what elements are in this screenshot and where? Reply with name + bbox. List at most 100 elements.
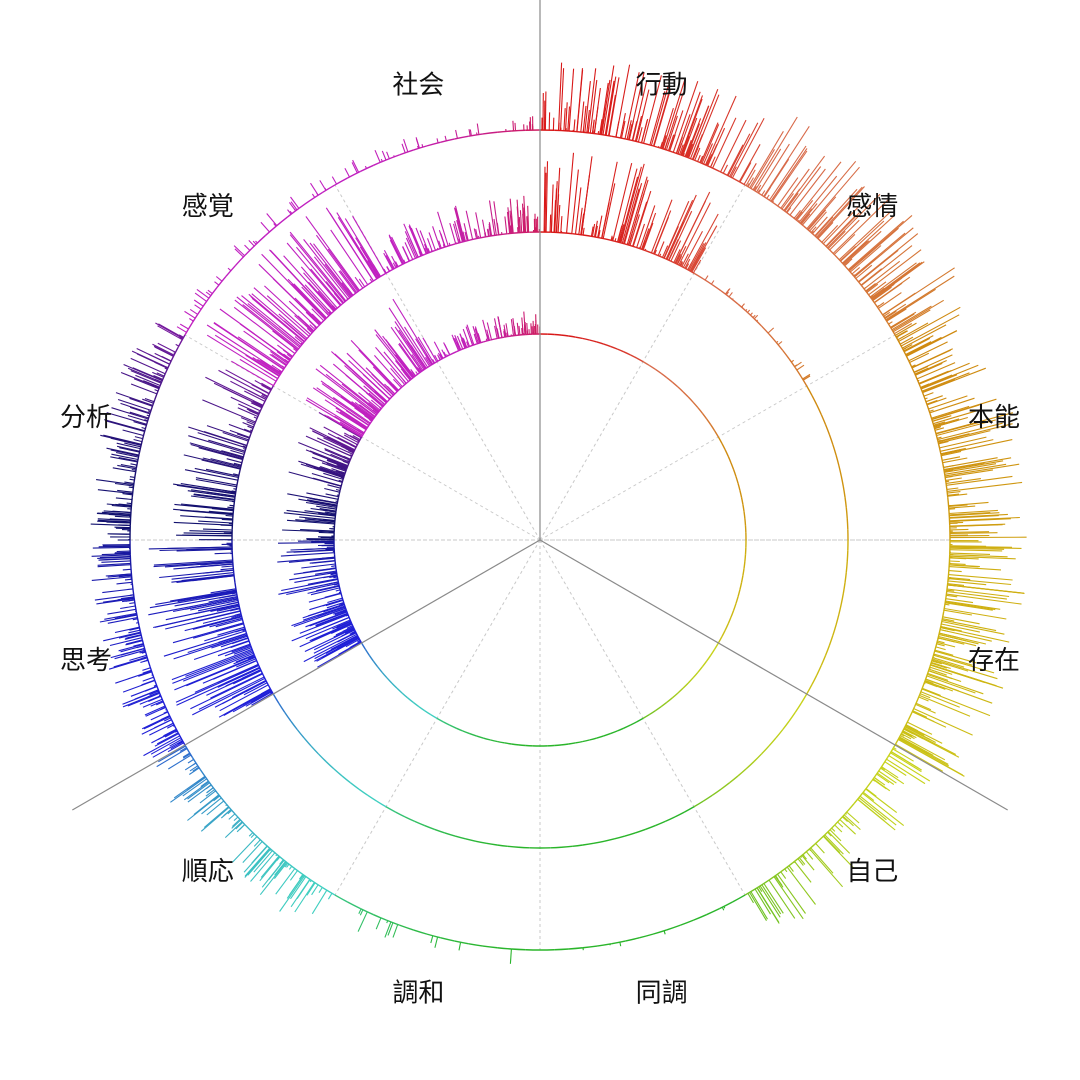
chart-bar [809, 848, 844, 888]
chart-bar [725, 288, 731, 295]
chart-bar [898, 306, 961, 342]
chart-bar [423, 244, 429, 254]
ring-baseline-arc [794, 367, 802, 378]
ring-baseline-arc [745, 761, 755, 770]
chart-bar [326, 459, 348, 468]
chart-bar [315, 607, 346, 620]
chart-bar [90, 523, 131, 527]
chart-bar [925, 395, 943, 403]
chart-bar [839, 819, 856, 835]
chart-bar [322, 599, 344, 607]
ring-baseline-arc [399, 924, 414, 931]
chart-bar [189, 308, 199, 315]
chart-bar [608, 77, 620, 136]
chart-bar [827, 193, 881, 249]
ring-baseline-arc [693, 800, 704, 808]
chart-bar [293, 348, 298, 352]
chart-bar [476, 123, 480, 135]
ring-baseline-arc [835, 454, 840, 466]
chart-bar [931, 661, 951, 670]
chart-bar [904, 726, 931, 741]
chart-bar [317, 606, 346, 617]
chart-bar [305, 399, 364, 435]
chart-bar [871, 261, 923, 300]
chart-bar [300, 325, 311, 336]
chart-bar [311, 889, 328, 915]
chart-bar [943, 609, 972, 616]
chart-bar [594, 225, 598, 238]
ring-baseline-arc [343, 603, 348, 611]
ring-baseline-arc [666, 924, 681, 931]
chart-bar [777, 341, 783, 346]
chart-bar [359, 246, 380, 278]
ring-baseline-arc [334, 561, 337, 569]
chart-bar [276, 351, 290, 362]
chart-bar [157, 729, 177, 740]
chart-bar [934, 427, 945, 431]
chart-bar [661, 135, 667, 149]
chart-bar [288, 300, 318, 328]
chart-bar [319, 364, 380, 413]
ring-baseline-arc [739, 489, 743, 498]
chart-bar [210, 672, 263, 699]
chart-bar [383, 351, 409, 382]
ring-baseline-arc [240, 614, 245, 626]
chart-bar [287, 493, 338, 504]
chart-bar [944, 460, 1004, 472]
ring-baseline-arc [434, 246, 446, 252]
chart-bar [358, 278, 366, 288]
ring-baseline-arc [454, 135, 469, 140]
ring-baseline-arc [788, 711, 796, 722]
chart-bar [591, 223, 596, 237]
chart-bar [241, 295, 303, 346]
chart-bar [641, 228, 650, 250]
ring-baseline-arc [593, 235, 605, 240]
chart-bar [359, 404, 376, 417]
ring-baseline-arc [720, 782, 731, 790]
ring-baseline-arc [396, 386, 403, 393]
chart-bar [192, 677, 266, 716]
ring-baseline-arc [753, 317, 763, 327]
chart-bar [237, 336, 285, 369]
chart-bar [454, 334, 462, 351]
chart-bar [339, 421, 363, 436]
chart-bar [171, 572, 234, 580]
chart-bar [247, 425, 254, 429]
chart-bar [599, 119, 603, 135]
ring-baseline-arc [225, 265, 236, 277]
ring-baseline-arc [568, 947, 583, 950]
chart-bar [220, 567, 234, 571]
chart-bar [593, 220, 598, 237]
ring-baseline-arc [844, 803, 855, 815]
chart-bar [311, 472, 343, 483]
chart-bar [687, 151, 691, 158]
chart-bar [286, 549, 335, 553]
chart-bar [239, 358, 277, 382]
sector-label: 調和 [392, 979, 444, 1009]
chart-bar [400, 368, 411, 381]
chart-bar [344, 641, 362, 652]
chart-bar [455, 129, 458, 139]
chart-bar [106, 447, 140, 456]
ring-baseline-arc [645, 824, 656, 831]
chart-bar [883, 311, 891, 317]
ring-baseline-arc [483, 339, 491, 343]
chart-bar [297, 315, 315, 332]
chart-bar [311, 313, 322, 324]
chart-bar [865, 249, 922, 293]
chart-bar [330, 623, 353, 635]
chart-bar [187, 782, 210, 800]
ring-baseline-arc [257, 664, 264, 676]
chart-bar [225, 490, 236, 493]
chart-bar [829, 219, 860, 251]
ring-baseline-arc [879, 756, 889, 770]
grid-guide-line [184, 334, 541, 541]
chart-bar [250, 690, 272, 704]
chart-bar [188, 435, 245, 454]
chart-bar [493, 218, 497, 236]
chart-bar [115, 451, 139, 458]
chart-bar [172, 622, 244, 644]
chart-bar [310, 507, 336, 513]
chart-bar [374, 329, 414, 379]
